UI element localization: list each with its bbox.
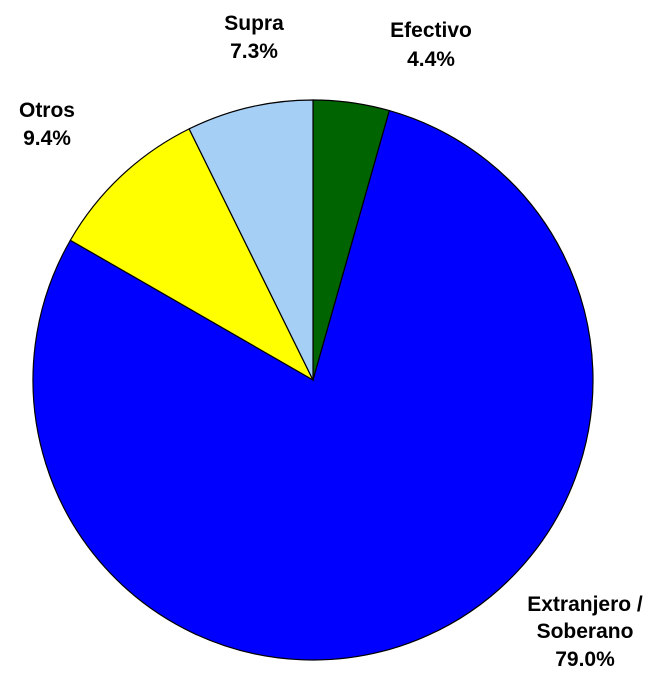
slice-supra bbox=[188, 99, 314, 381]
label-efectivo-value: 4.4% bbox=[407, 48, 455, 71]
label-otros-name: Otros bbox=[19, 99, 75, 122]
label-otros-value: 9.4% bbox=[23, 127, 71, 150]
pie-slices bbox=[32, 99, 594, 661]
label-extranjero-name-line2: Soberano bbox=[537, 620, 634, 643]
label-extranjero-name-line1: Extranjero / bbox=[527, 593, 643, 616]
label-efectivo-name: Efectivo bbox=[390, 19, 472, 42]
label-extranjero-value: 79.0% bbox=[555, 648, 615, 671]
slice-otros bbox=[69, 128, 315, 382]
label-supra-name: Supra bbox=[224, 12, 284, 35]
label-supra-value: 7.3% bbox=[230, 40, 278, 63]
slice-extranjero-soberano bbox=[32, 109, 594, 661]
